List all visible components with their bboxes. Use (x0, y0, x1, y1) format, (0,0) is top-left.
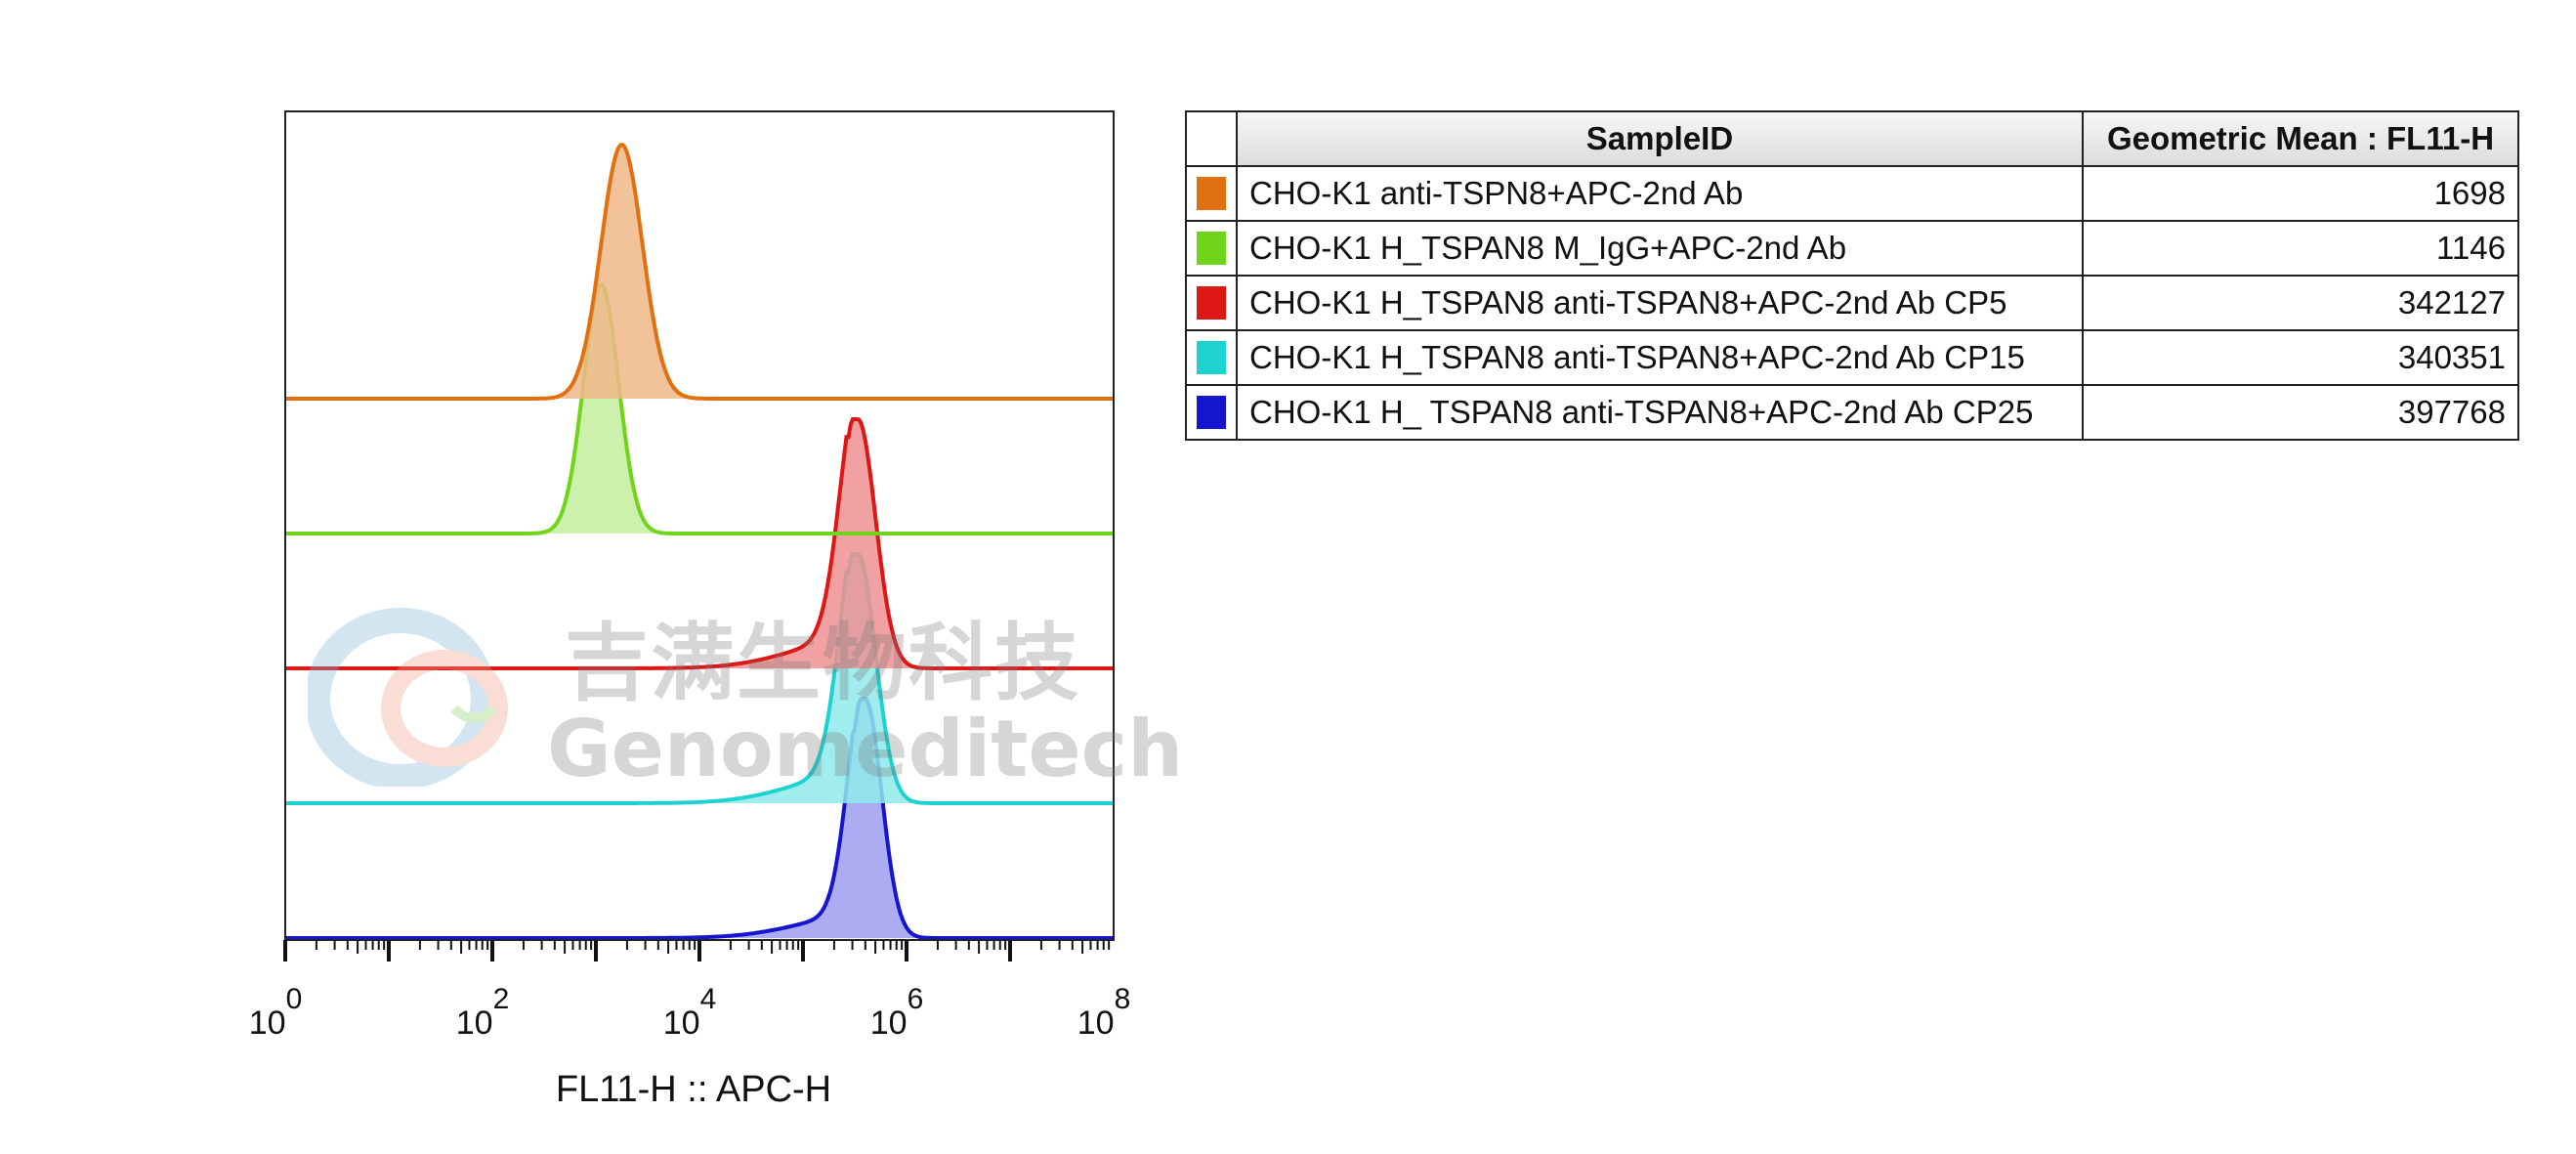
legend-color-swatch (1197, 396, 1226, 429)
legend-geometric-mean: 1146 (2082, 220, 2519, 277)
histogram-line-1 (285, 143, 1114, 401)
legend-geometric-mean: 1698 (2082, 165, 2519, 222)
legend-row: CHO-K1 H_TSPAN8 anti-TSPAN8+APC-2nd Ab C… (1185, 329, 2519, 386)
geometric-mean-header: Geometric Mean : FL11-H (2082, 110, 2519, 167)
histogram-line-5 (285, 697, 1114, 940)
sample-id-header: SampleID (1236, 110, 2084, 167)
watermark-english-text: Genomeditech (547, 704, 1184, 794)
legend-color-swatch (1197, 232, 1226, 265)
legend-color-swatch (1197, 341, 1226, 374)
histogram-fill-2 (285, 284, 1114, 534)
legend-row: CHO-K1 H_TSPAN8 anti-TSPAN8+APC-2nd Ab C… (1185, 275, 2519, 331)
legend-color-swatch (1197, 286, 1226, 320)
legend-geometric-mean: 340351 (2082, 329, 2519, 386)
legend-swatch-cell (1185, 165, 1238, 222)
legend-color-swatch (1197, 177, 1226, 210)
x-axis-label: FL11-H :: APC-H (556, 1069, 831, 1110)
legend-row: CHO-K1 H_ TSPAN8 anti-TSPAN8+APC-2nd Ab … (1185, 384, 2519, 441)
legend-body: CHO-K1 anti-TSPN8+APC-2nd Ab 1698 CHO-K1 H… (1185, 165, 2519, 441)
swatch-header-cell (1185, 110, 1238, 167)
legend-swatch-cell (1185, 384, 1238, 441)
legend-row: CHO-K1 anti-TSPN8+APC-2nd Ab 1698 (1185, 165, 2519, 222)
legend-row: CHO-K1 H_TSPAN8 M_IgG+APC-2nd Ab 1146 (1185, 220, 2519, 277)
x-tick-label-0: 100 (249, 983, 303, 1042)
legend-sample-id: CHO-K1 H_TSPAN8 anti-TSPAN8+APC-2nd Ab C… (1236, 275, 2084, 331)
x-tick-label-1: 102 (456, 983, 510, 1042)
x-tick-label-3: 106 (870, 983, 924, 1042)
legend-table: SampleID Geometric Mean : FL11-H CHO-K1 … (1185, 110, 2519, 441)
legend-geometric-mean: 397768 (2082, 384, 2519, 441)
x-tick-label-2: 104 (663, 983, 717, 1042)
plot-frame (284, 110, 1115, 941)
x-axis: 100 102 104 106 108 (249, 940, 1131, 1042)
legend-sample-id: CHO-K1 anti-TSPN8+APC-2nd Ab (1236, 165, 2084, 222)
legend-header-row: SampleID Geometric Mean : FL11-H (1185, 110, 2519, 167)
legend-sample-id: CHO-K1 H_TSPAN8 anti-TSPAN8+APC-2nd Ab C… (1236, 329, 2084, 386)
histogram-line-4 (285, 552, 1114, 805)
watermark-logo (305, 591, 532, 790)
legend-sample-id: CHO-K1 H_TSPAN8 M_IgG+APC-2nd Ab (1236, 220, 2084, 277)
legend-swatch-cell (1185, 220, 1238, 277)
legend-swatch-cell (1185, 275, 1238, 331)
legend-geometric-mean: 342127 (2082, 275, 2519, 331)
histogram-line-2 (285, 282, 1114, 535)
histogram-fill-1 (285, 145, 1114, 400)
watermark-chinese-text: 吉满生物科技 (565, 615, 1080, 712)
legend-sample-id: CHO-K1 H_ TSPAN8 anti-TSPAN8+APC-2nd Ab … (1236, 384, 2084, 441)
x-tick-label-4: 108 (1077, 983, 1131, 1042)
legend-swatch-cell (1185, 329, 1238, 386)
histogram-curves (285, 143, 1114, 940)
histogram-line-3 (285, 417, 1114, 670)
